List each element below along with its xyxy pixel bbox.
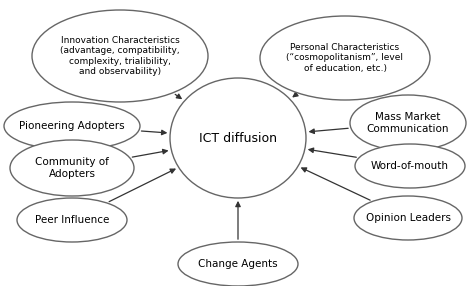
Ellipse shape [170,78,306,198]
Text: Opinion Leaders: Opinion Leaders [366,213,450,223]
Ellipse shape [260,16,430,100]
Ellipse shape [32,10,208,102]
Text: Innovation Characteristics
(advantage, compatibility,
complexity, trialibility,
: Innovation Characteristics (advantage, c… [60,36,180,76]
Text: Peer Influence: Peer Influence [35,215,109,225]
Ellipse shape [355,144,465,188]
Ellipse shape [354,196,462,240]
Text: ICT diffusion: ICT diffusion [199,132,277,144]
Text: Personal Characteristics
(“cosmopolitanism”, level
of education, etc.): Personal Characteristics (“cosmopolitani… [287,43,404,73]
Ellipse shape [178,242,298,286]
Text: Mass Market
Communication: Mass Market Communication [367,112,449,134]
Ellipse shape [10,140,134,196]
Text: Change Agents: Change Agents [198,259,278,269]
Ellipse shape [350,95,466,151]
Ellipse shape [4,102,140,150]
Text: Pioneering Adopters: Pioneering Adopters [19,121,125,131]
Text: Community of
Adopters: Community of Adopters [35,157,109,179]
Text: Word-of-mouth: Word-of-mouth [371,161,449,171]
Ellipse shape [17,198,127,242]
